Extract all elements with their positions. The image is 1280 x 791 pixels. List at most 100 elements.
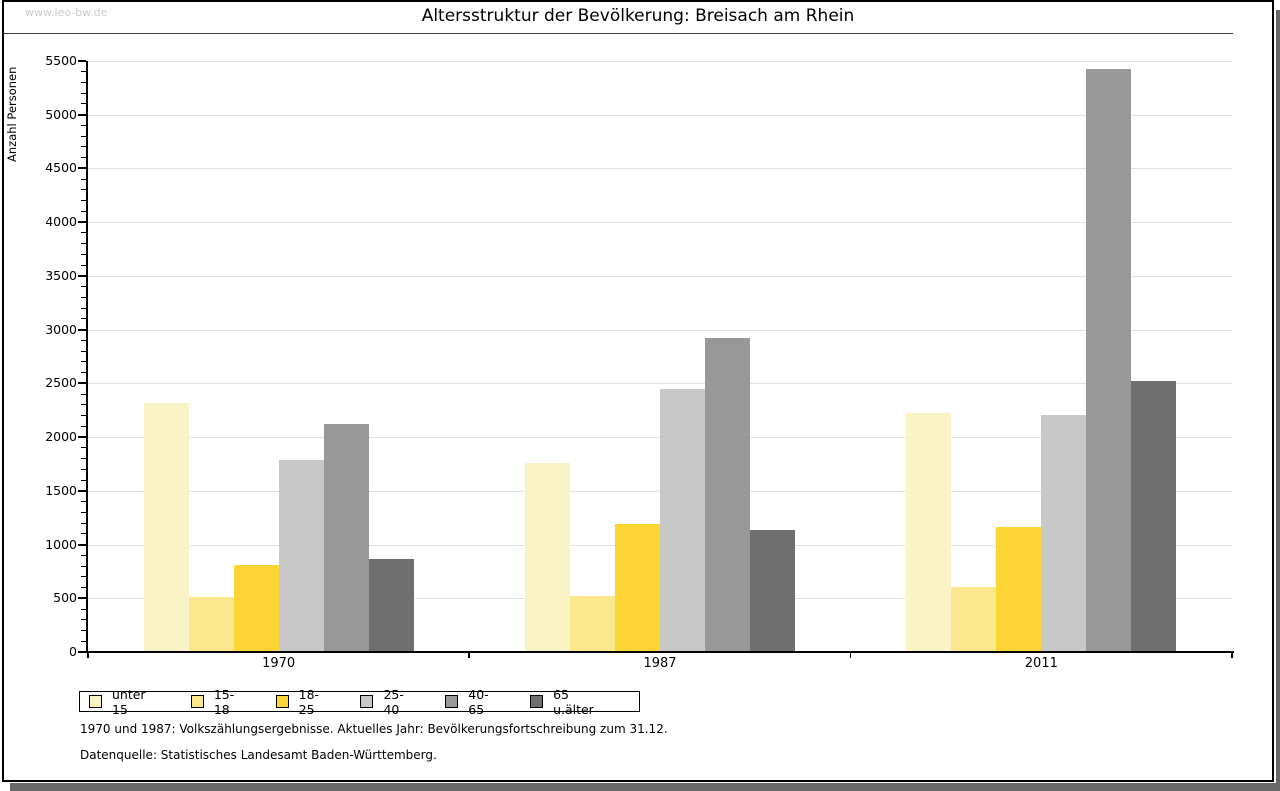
bar-40-65-1987 [705, 338, 750, 651]
bar-unter-15-1970 [143, 403, 189, 651]
y-minor-tick [81, 587, 86, 589]
y-minor-tick [81, 501, 86, 503]
y-minor-tick [81, 361, 86, 363]
legend-label: 15-18 [213, 686, 235, 717]
legend-label: 25-40 [383, 686, 404, 717]
watermark: www.leo-bw.de [25, 6, 108, 19]
y-minor-tick [81, 479, 86, 481]
y-minor-tick [81, 404, 86, 406]
gridline [88, 114, 1232, 116]
y-major-tick [78, 274, 86, 277]
legend-swatch-18-25 [275, 695, 289, 708]
bar-unter-15-1987 [525, 463, 570, 651]
legend-item-15-18: 15-18 [190, 686, 250, 717]
x-boundary-tick [849, 653, 852, 658]
y-minor-tick [81, 157, 86, 159]
frame-shadow-right [1276, 10, 1280, 791]
y-minor-tick [81, 200, 86, 202]
legend-label: 65 u.älter [553, 686, 594, 717]
y-major-tick [78, 489, 86, 492]
y-tick-label-3500: 3500 [45, 267, 77, 283]
bar-40-65-2011 [1086, 69, 1132, 651]
y-minor-tick [81, 307, 86, 309]
x-boundary-tick [1231, 653, 1233, 658]
legend-label: unter 15 [112, 686, 146, 717]
y-minor-tick [81, 415, 86, 417]
y-minor-tick [81, 339, 86, 341]
y-minor-tick [81, 640, 86, 642]
legend-item-unter-15: unter 15 [89, 687, 165, 717]
y-tick-label-2000: 2000 [45, 429, 77, 445]
header-divider [3, 33, 1233, 34]
y-minor-tick [81, 178, 86, 180]
y-minor-tick [81, 243, 86, 245]
bar-unter-15-2011 [906, 413, 952, 651]
y-axis-title: Anzahl Personen [5, 66, 19, 162]
legend-swatch-25-40 [360, 695, 374, 708]
y-major-tick [78, 597, 86, 600]
y-major-tick [78, 328, 86, 331]
y-minor-tick [81, 522, 86, 524]
y-minor-tick [81, 81, 86, 83]
y-major-tick [78, 651, 86, 653]
y-axis-line [86, 61, 88, 653]
y-minor-tick [81, 189, 86, 191]
x-boundary-tick [87, 653, 89, 658]
y-minor-tick [81, 286, 86, 288]
bar-40-65-1970 [323, 424, 369, 651]
y-tick-label-5000: 5000 [45, 106, 77, 122]
gridline [88, 329, 1232, 331]
bar-65-u-älter-1987 [750, 530, 795, 651]
bar-15-18-2011 [951, 587, 997, 651]
y-major-tick [78, 113, 86, 116]
x-tick-label-2011: 2011 [1024, 656, 1058, 671]
x-boundary-tick [468, 653, 470, 658]
footnote-datasource: Datenquelle: Statistisches Landesamt Bad… [80, 748, 437, 762]
y-tick-label-1500: 1500 [45, 482, 77, 498]
gridline [88, 222, 1232, 224]
y-minor-tick [81, 372, 86, 374]
y-minor-tick [81, 511, 86, 513]
chart-title: Altersstruktur der Bevölkerung: Breisach… [421, 6, 855, 26]
y-tick-label-4500: 4500 [45, 160, 77, 176]
y-minor-tick [81, 210, 86, 212]
bar-25-40-1970 [278, 460, 324, 651]
bar-15-18-1987 [570, 596, 615, 651]
y-tick-label-3000: 3000 [45, 321, 77, 337]
legend-swatch-15-18 [190, 695, 204, 708]
y-minor-tick [81, 608, 86, 610]
y-minor-tick [81, 264, 86, 266]
bar-65-u-älter-1970 [368, 559, 414, 651]
y-minor-tick [81, 533, 86, 535]
bar-65-u-älter-2011 [1131, 381, 1177, 651]
legend-label: 18-25 [298, 686, 320, 717]
legend: unter 15 15-18 18-25 25-40 40-65 65 u.älter [79, 687, 640, 717]
legend-label: 40-65 [468, 686, 489, 717]
gridline [88, 383, 1232, 385]
y-minor-tick [81, 425, 86, 427]
gridline [88, 168, 1232, 170]
y-major-tick [78, 167, 86, 170]
y-major-tick [78, 543, 86, 546]
bar-15-18-1970 [188, 597, 234, 651]
y-minor-tick [81, 619, 86, 621]
y-minor-tick [81, 103, 86, 105]
bar-18-25-2011 [996, 527, 1042, 651]
bar-18-25-1970 [233, 565, 279, 651]
y-minor-tick [81, 576, 86, 578]
gridline [88, 275, 1232, 277]
y-minor-tick [81, 393, 86, 395]
y-tick-label-5500: 5500 [45, 53, 77, 68]
y-minor-tick [81, 135, 86, 137]
legend-swatch-65-u-älter [530, 695, 544, 708]
y-major-tick [78, 382, 86, 385]
y-tick-label-0: 0 [69, 644, 77, 659]
legend-swatch-40-65 [445, 695, 459, 708]
y-tick-label-2500: 2500 [45, 375, 77, 391]
legend-item-18-25: 18-25 [275, 686, 335, 717]
y-minor-tick [81, 458, 86, 460]
y-minor-tick [81, 92, 86, 94]
y-minor-tick [81, 253, 86, 255]
x-tick-label-1970: 1970 [262, 656, 296, 671]
y-minor-tick [81, 630, 86, 631]
